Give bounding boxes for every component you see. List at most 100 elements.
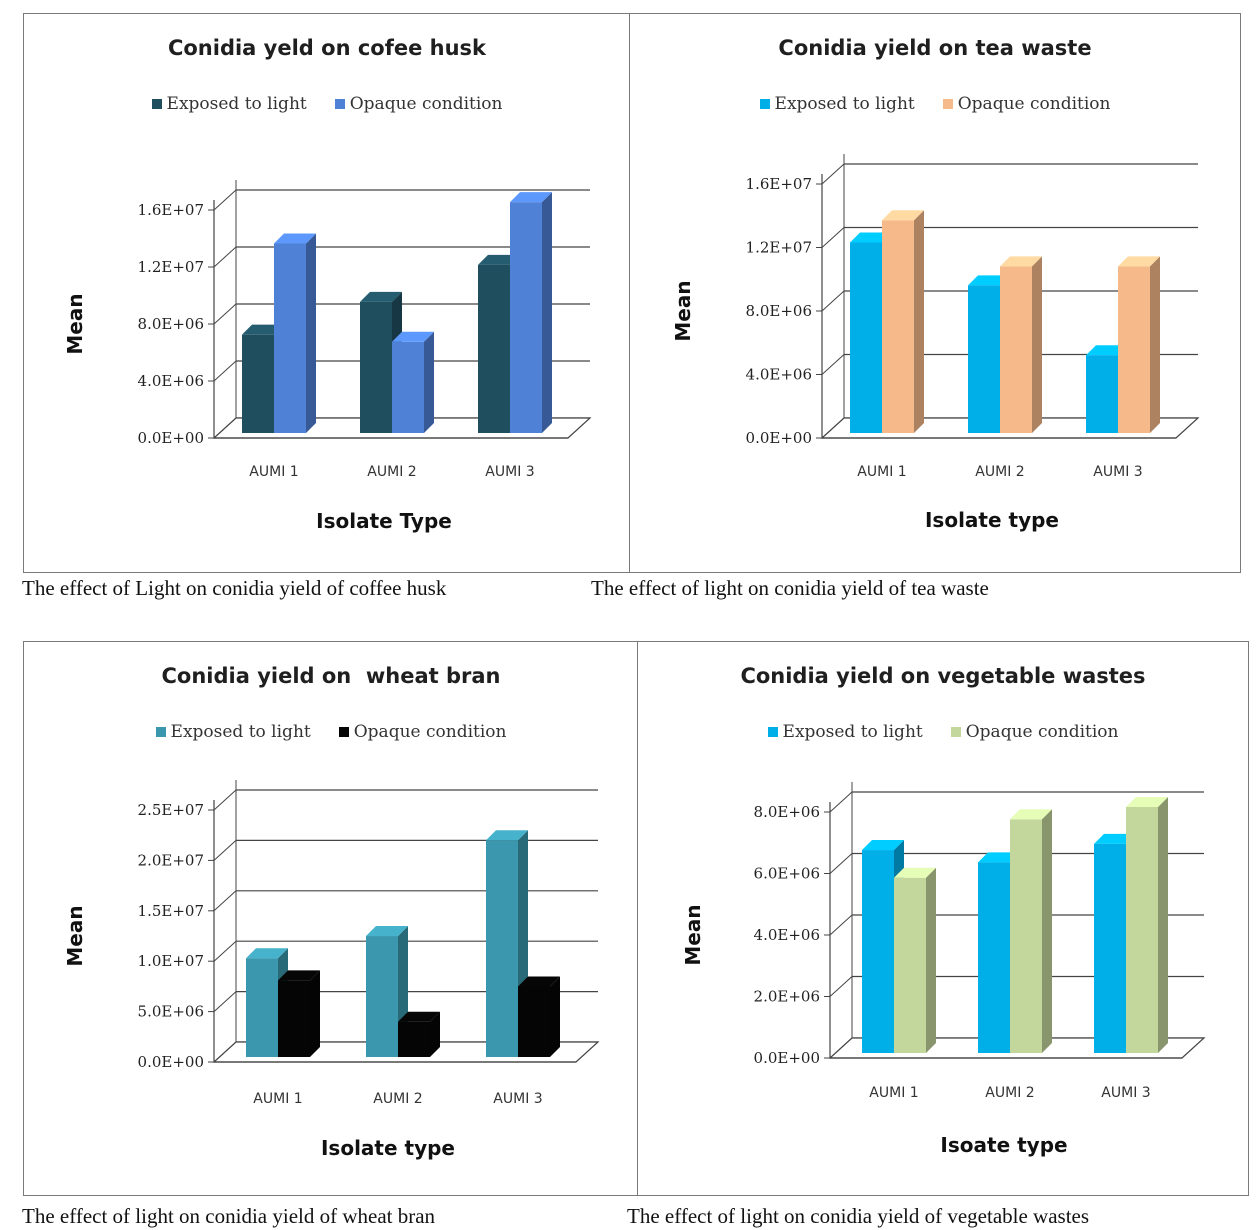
x-category-label: AUMI 3 — [485, 464, 534, 480]
bar-top — [1118, 256, 1160, 267]
legend: Exposed to light Opaque condition — [24, 94, 630, 114]
bar-side — [550, 976, 560, 1057]
legend: Exposed to light Opaque condition — [630, 94, 1240, 114]
bar-top — [246, 948, 288, 959]
legend-item-exposed: Exposed to light — [767, 722, 923, 742]
bar-top — [1086, 345, 1128, 356]
y-tick-label: 2.0E+07 — [138, 851, 204, 869]
bar-front — [478, 264, 510, 433]
chart-panel-wheat-bran: Conidia yield on wheat bran Exposed to l… — [23, 641, 639, 1196]
bar-top — [274, 233, 316, 244]
chart-title: Conidia yeld on cofee husk — [167, 36, 487, 60]
legend-swatch — [334, 99, 345, 109]
x-category-label: AUMI 1 — [253, 1091, 302, 1107]
plot-area: 0.0E+00 4.0E+06 8.0E+06 1.2E+07 1.6E+07 AUMI … — [63, 180, 592, 533]
bar-front — [398, 1021, 430, 1057]
legend-label: Opaque condition — [353, 722, 507, 742]
bar-side — [424, 331, 434, 433]
bar-side — [1032, 256, 1042, 433]
x-axis-title: Isolate Type — [316, 509, 452, 533]
y-tick-label: 1.6E+07 — [138, 201, 204, 219]
bar — [1118, 256, 1160, 433]
legend: Exposed to light Opaque condition — [638, 722, 1248, 742]
bar-top — [1126, 797, 1168, 807]
bar-front — [518, 986, 550, 1057]
y-tick-label: 8.0E+06 — [746, 302, 812, 320]
x-axis-title: Isolate type — [925, 508, 1059, 532]
bar-front — [968, 285, 1000, 433]
y-tick-label: 4.0E+06 — [746, 366, 812, 384]
legend-swatch — [338, 727, 349, 737]
bar-front — [278, 980, 310, 1057]
bar — [510, 192, 552, 433]
bar-side — [306, 233, 316, 433]
gridline-diagonal — [213, 303, 237, 325]
bar-front — [242, 334, 274, 433]
bar-front — [1118, 266, 1150, 433]
legend-item-opaque: Opaque condition — [950, 722, 1118, 742]
bar-side — [914, 210, 924, 433]
bar — [278, 970, 320, 1057]
bar-top — [862, 840, 904, 851]
bar-side — [542, 192, 552, 433]
bar-top — [510, 192, 552, 203]
bar-top — [978, 852, 1020, 863]
legend-swatch — [155, 727, 166, 737]
x-category-label: AUMI 3 — [1093, 464, 1142, 480]
bar-front — [978, 862, 1010, 1053]
bar-top — [882, 210, 924, 221]
gridline-diagonal — [829, 914, 853, 936]
bar-top — [518, 976, 560, 987]
gridline-diagonal — [821, 163, 845, 185]
figure-caption: The effect of Light on conidia yield of … — [22, 576, 447, 600]
y-tick-label: 4.0E+06 — [138, 372, 204, 390]
gridline-diagonal — [821, 227, 845, 248]
bar-side — [1158, 797, 1168, 1053]
chart-panel-vegetable-wastes: Conidia yield on vegetable wastes Expose… — [637, 641, 1249, 1196]
bar — [486, 830, 528, 1057]
x-category-label: AUMI 2 — [985, 1085, 1034, 1101]
figure-caption: The effect of light on conidia yield of … — [22, 1204, 436, 1228]
y-tick-label: 4.0E+06 — [754, 926, 820, 944]
y-tick-label: 1.6E+07 — [746, 175, 812, 193]
gridline-diagonal — [213, 890, 237, 912]
legend: Exposed to light Opaque condition — [24, 722, 638, 742]
x-category-label: AUMI 1 — [249, 464, 298, 480]
plot-area: 0.0E+00 4.0E+06 8.0E+06 1.2E+07 1.6E+07 AUMI … — [671, 154, 1200, 532]
gridline-diagonal — [213, 360, 237, 382]
y-tick-label: 0.0E+00 — [138, 429, 204, 447]
bar-side — [430, 1011, 440, 1057]
bar-top — [392, 331, 434, 342]
bar-front — [274, 243, 306, 433]
y-tick-label: 5.0E+06 — [138, 1003, 204, 1021]
x-category-label: AUMI 1 — [857, 464, 906, 480]
bar — [1010, 809, 1052, 1053]
gridline-diagonal — [829, 791, 853, 813]
chart-panel-tea-waste: Conidia yield on tea waste Exposed to li… — [629, 13, 1241, 573]
legend-swatch — [759, 99, 770, 109]
x-category-label: AUMI 1 — [869, 1085, 918, 1101]
x-category-label: AUMI 2 — [367, 464, 416, 480]
bar — [518, 976, 560, 1057]
y-tick-label: 2.5E+07 — [138, 801, 204, 819]
chart-title: Conidia yield on tea waste — [778, 36, 1092, 60]
bar-front — [246, 958, 278, 1057]
legend-label: Exposed to light — [170, 722, 311, 742]
legend-item-opaque: Opaque condition — [942, 94, 1110, 114]
legend-swatch — [767, 727, 778, 737]
bar-side — [926, 867, 936, 1053]
gridline-diagonal — [821, 354, 845, 375]
legend-label: Opaque condition — [349, 94, 503, 114]
gridline-diagonal — [213, 189, 237, 211]
bar-front — [1126, 807, 1158, 1053]
gridline-diagonal — [829, 976, 853, 997]
bar-side — [1042, 809, 1052, 1053]
y-tick-label: 2.0E+06 — [754, 988, 820, 1006]
y-tick-label: 1.2E+07 — [746, 239, 812, 257]
legend-label: Exposed to light — [166, 94, 307, 114]
x-category-label: AUMI 2 — [373, 1091, 422, 1107]
bar-top — [968, 275, 1010, 286]
bar-top — [486, 830, 528, 841]
bar-top — [1010, 809, 1052, 820]
